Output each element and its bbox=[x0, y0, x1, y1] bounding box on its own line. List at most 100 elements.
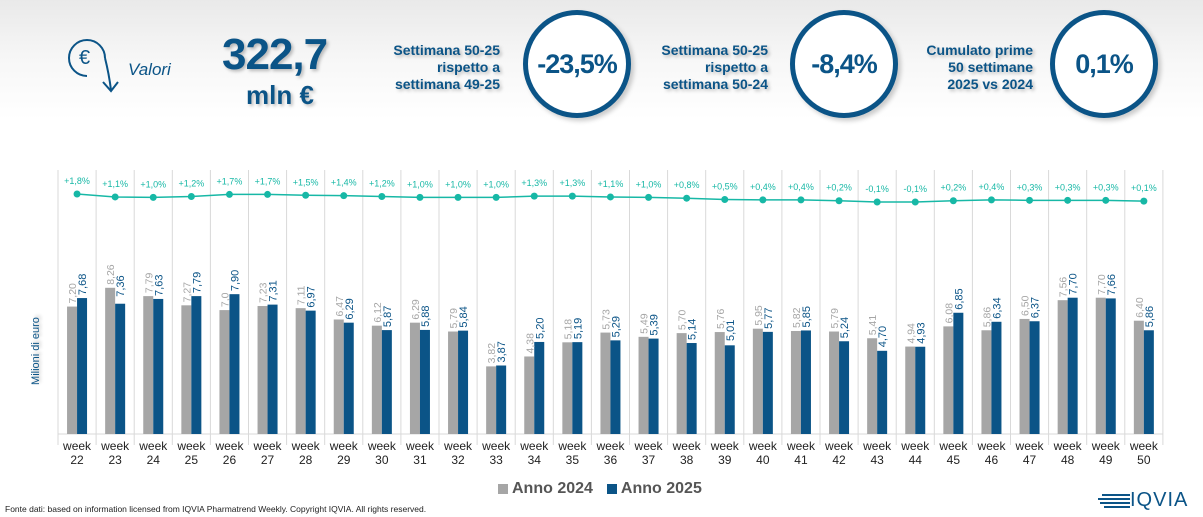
x-tick-label: week bbox=[862, 439, 892, 453]
data-label-2024: 7,70 bbox=[1096, 274, 1108, 295]
data-label-2024: 5,86 bbox=[981, 307, 993, 328]
growth-label: +1,7% bbox=[217, 176, 243, 186]
growth-point bbox=[1140, 197, 1148, 205]
bar-2024 bbox=[143, 296, 154, 434]
growth-label: +0,3% bbox=[1093, 182, 1119, 192]
x-tick-label: week bbox=[634, 439, 664, 453]
bar-2025 bbox=[1105, 298, 1116, 434]
data-label-2025: 6,34 bbox=[991, 297, 1003, 318]
data-label-2024: 5,70 bbox=[677, 310, 689, 331]
total-value: 322,7 bbox=[222, 30, 328, 79]
x-tick-label: 41 bbox=[794, 453, 808, 467]
bar-2025 bbox=[839, 341, 850, 434]
data-label-2024: 7,79 bbox=[143, 273, 155, 294]
bar-2025 bbox=[1067, 297, 1078, 434]
growth-point bbox=[949, 197, 957, 205]
bar-2025 bbox=[762, 331, 773, 434]
bar-2024 bbox=[219, 310, 230, 434]
bar-2024 bbox=[905, 346, 916, 434]
x-tick-label: 44 bbox=[909, 453, 923, 467]
x-tick-label: 42 bbox=[832, 453, 846, 467]
growth-label: +1,0% bbox=[407, 179, 433, 189]
iqvia-logo-icon bbox=[1098, 493, 1130, 508]
bar-2024 bbox=[409, 322, 420, 434]
bar-2024 bbox=[600, 332, 611, 434]
growth-label: +1,0% bbox=[445, 179, 471, 189]
kpi-label-line: Settimana 50-25 bbox=[661, 42, 768, 58]
kpi-weekly-label: Settimana 50-25 rispetto a settimana 49-… bbox=[388, 42, 500, 93]
data-label-2024: 4,38 bbox=[524, 333, 536, 354]
x-tick-label: 27 bbox=[261, 453, 275, 467]
x-tick-label: 23 bbox=[108, 453, 122, 467]
data-label-2024: 5,18 bbox=[562, 319, 574, 340]
x-tick-label: week bbox=[253, 439, 283, 453]
data-label-2025: 5,85 bbox=[801, 306, 813, 327]
data-label-2025: 6,97 bbox=[306, 286, 318, 307]
growth-point bbox=[873, 198, 881, 206]
bar-2025 bbox=[1143, 330, 1154, 434]
bar-2025 bbox=[610, 340, 621, 434]
x-tick-label: week bbox=[786, 439, 816, 453]
svg-text:€: € bbox=[79, 47, 90, 69]
x-tick-label: week bbox=[1015, 439, 1045, 453]
x-tick-label: week bbox=[1091, 439, 1121, 453]
growth-label: +1,2% bbox=[369, 179, 395, 189]
growth-label: +0,4% bbox=[979, 182, 1005, 192]
x-tick-label: week bbox=[138, 439, 168, 453]
values-label: Valori bbox=[128, 60, 171, 79]
data-label-2024: 5,49 bbox=[639, 313, 651, 334]
growth-label: +1,0% bbox=[483, 179, 509, 189]
bar-2025 bbox=[686, 343, 697, 434]
kpi-weekly-value: -23,5% bbox=[523, 10, 631, 118]
x-tick-label: 40 bbox=[756, 453, 770, 467]
chart: 7,207,68week228,267,36week237,797,63week… bbox=[57, 170, 1164, 467]
x-tick-label: week bbox=[748, 439, 778, 453]
bar-2025 bbox=[953, 312, 964, 434]
x-tick-label: 47 bbox=[1023, 453, 1037, 467]
growth-label: +0,3% bbox=[1055, 182, 1081, 192]
bar-2025 bbox=[648, 338, 659, 434]
data-label-2024: 7,56 bbox=[1058, 277, 1070, 298]
x-tick-label: week bbox=[1129, 439, 1159, 453]
bar-2025 bbox=[77, 298, 88, 434]
kpi-label-line: 50 settimane bbox=[948, 59, 1033, 75]
data-label-2025: 5,87 bbox=[382, 306, 394, 327]
data-label-2025: 7,31 bbox=[268, 280, 280, 301]
data-label-2024: 6,08 bbox=[943, 303, 955, 324]
total-unit: mln € bbox=[246, 80, 314, 110]
data-label-2025: 7,79 bbox=[191, 272, 203, 293]
bar-2025 bbox=[534, 341, 545, 434]
x-tick-label: week bbox=[100, 439, 130, 453]
data-label-2025: 5,84 bbox=[458, 306, 470, 327]
growth-label: +0,2% bbox=[940, 183, 966, 193]
growth-point bbox=[454, 193, 462, 201]
legend-label-2024: Anno 2024 bbox=[512, 480, 593, 497]
x-tick-label: 34 bbox=[528, 453, 542, 467]
legend: Anno 2024 Anno 2025 bbox=[498, 480, 702, 498]
data-label-2025: 5,77 bbox=[763, 307, 775, 328]
x-tick-label: 38 bbox=[680, 453, 694, 467]
data-label-2024: 5,73 bbox=[600, 309, 612, 330]
bar-2024 bbox=[790, 330, 801, 434]
x-tick-label: 32 bbox=[451, 453, 465, 467]
x-tick-label: week bbox=[938, 439, 968, 453]
growth-label: -0,1% bbox=[903, 184, 927, 194]
data-label-2024: 5,95 bbox=[753, 305, 765, 326]
data-label-2024: 6,47 bbox=[334, 296, 346, 317]
growth-point bbox=[1026, 196, 1034, 204]
growth-label: +1,0% bbox=[140, 179, 166, 189]
legend-item-2024: Anno 2024 bbox=[498, 480, 593, 498]
bar-2024 bbox=[371, 325, 382, 434]
data-label-2024: 3,82 bbox=[486, 343, 498, 364]
data-label-2025: 4,93 bbox=[915, 322, 927, 343]
data-label-2024: 5,79 bbox=[448, 308, 460, 329]
data-label-2025: 5,01 bbox=[725, 320, 737, 341]
x-tick-label: week bbox=[710, 439, 740, 453]
bar-2025 bbox=[1029, 321, 1040, 434]
x-tick-label: week bbox=[595, 439, 625, 453]
data-label-2025: 5,20 bbox=[534, 318, 546, 339]
x-tick-label: week bbox=[1053, 439, 1083, 453]
bar-2025 bbox=[724, 345, 735, 434]
data-label-2025: 4,70 bbox=[877, 326, 889, 347]
bar-2024 bbox=[752, 328, 763, 434]
